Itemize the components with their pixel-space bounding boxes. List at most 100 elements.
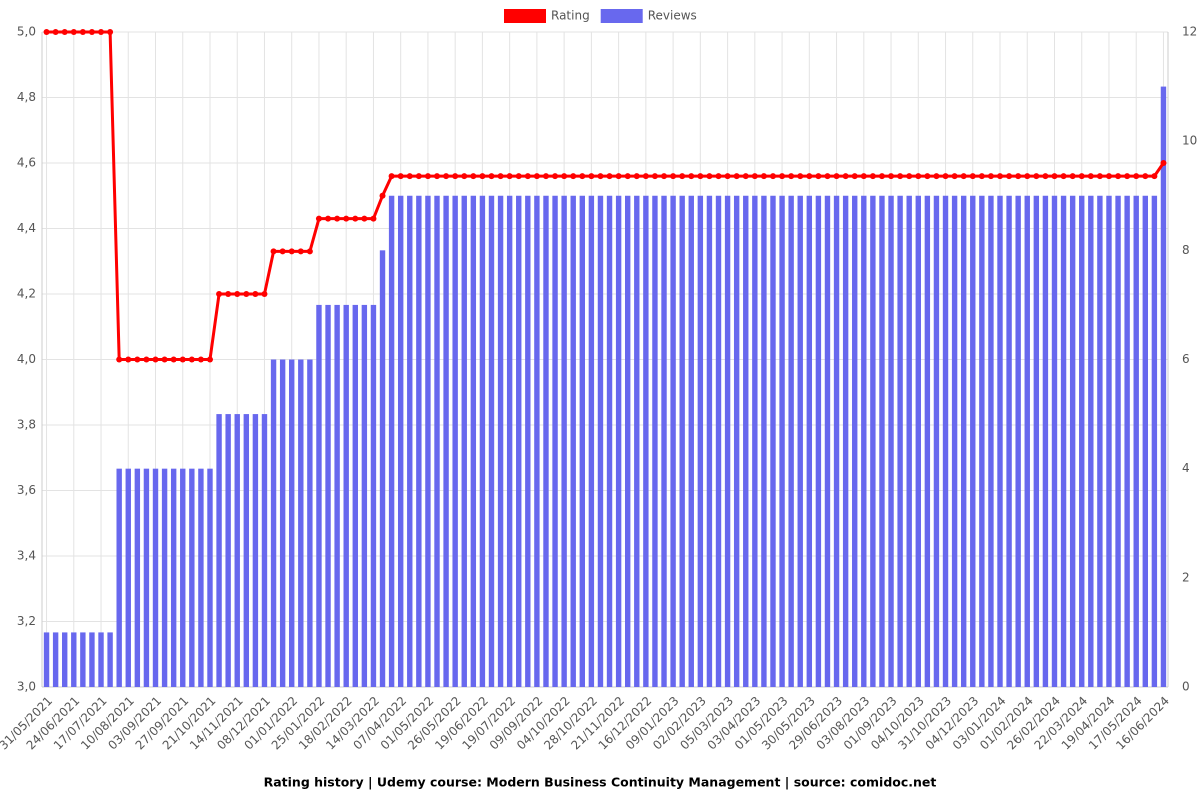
bar (779, 195, 785, 687)
point (61, 29, 68, 35)
point (833, 173, 840, 180)
bar (951, 195, 958, 687)
bar (861, 195, 867, 687)
bar (1133, 195, 1139, 687)
point (1033, 173, 1040, 180)
bar (62, 632, 68, 687)
bar (470, 195, 477, 687)
point (615, 173, 622, 180)
point (1105, 173, 1112, 180)
bar (52, 632, 59, 687)
bar (1142, 195, 1148, 687)
bar (506, 195, 513, 687)
y-tick-label: 4,6 (17, 156, 36, 170)
point (760, 173, 767, 180)
bar (634, 195, 640, 687)
bar (279, 359, 286, 687)
bar (152, 468, 159, 687)
y2-tick-label: 8 (1182, 243, 1190, 257)
bar (207, 468, 213, 687)
bar (915, 195, 921, 687)
bar (370, 304, 377, 687)
bar (597, 195, 604, 687)
point (524, 173, 531, 180)
bar (243, 414, 250, 687)
bar (1006, 195, 1012, 687)
point (297, 248, 304, 255)
bar (606, 195, 613, 687)
point (906, 173, 913, 180)
bar (988, 195, 994, 687)
point (733, 173, 740, 180)
point (715, 173, 722, 180)
bar (198, 468, 204, 687)
point (1060, 173, 1067, 180)
bar (89, 632, 95, 687)
bar (888, 195, 894, 687)
bar (643, 195, 649, 687)
point (951, 173, 958, 180)
bar (416, 195, 422, 687)
point (306, 248, 313, 255)
bar (307, 359, 313, 687)
point (624, 173, 631, 180)
point (1087, 173, 1094, 180)
y2-tick-label: 10 (1182, 134, 1197, 148)
bar (1042, 195, 1049, 687)
y-tick-label: 3,8 (17, 418, 36, 432)
bar (479, 195, 486, 687)
legend-label: Rating (551, 9, 590, 23)
point (116, 356, 123, 363)
bar (180, 468, 186, 687)
point (570, 173, 577, 180)
point (52, 29, 59, 35)
bar (625, 195, 631, 687)
bar (125, 468, 131, 687)
point (1015, 173, 1022, 180)
bar (43, 632, 50, 687)
point (88, 29, 95, 35)
bar (924, 195, 931, 687)
point (434, 173, 441, 180)
point (79, 29, 86, 35)
point (315, 215, 322, 222)
point (270, 248, 277, 255)
point (288, 248, 295, 255)
bar (407, 195, 413, 687)
point (679, 173, 686, 180)
point (1078, 173, 1085, 180)
point (43, 29, 50, 35)
bar (1106, 195, 1112, 687)
point (515, 173, 522, 180)
y-tick-label: 3,2 (17, 614, 36, 628)
chart-title: Rating history | Udemy course: Modern Bu… (264, 775, 937, 790)
point (670, 173, 677, 180)
bar (397, 195, 404, 687)
bar (661, 195, 667, 687)
point (552, 173, 559, 180)
point (179, 356, 186, 363)
point (252, 291, 259, 297)
point (1051, 173, 1058, 180)
point (325, 215, 332, 222)
point (824, 173, 831, 180)
bar (216, 414, 222, 687)
point (978, 173, 985, 180)
point (597, 173, 604, 180)
bar (343, 304, 349, 687)
bar (688, 195, 694, 687)
point (579, 173, 586, 180)
point (216, 291, 223, 297)
bar (452, 195, 458, 687)
point (724, 173, 731, 180)
bar (325, 304, 331, 687)
bar (1051, 195, 1058, 687)
point (542, 173, 549, 180)
bar (942, 195, 949, 687)
bar (225, 414, 231, 687)
bar (170, 468, 177, 687)
bar (960, 195, 967, 687)
point (888, 173, 895, 180)
bar (833, 195, 840, 687)
bar (1160, 86, 1167, 688)
